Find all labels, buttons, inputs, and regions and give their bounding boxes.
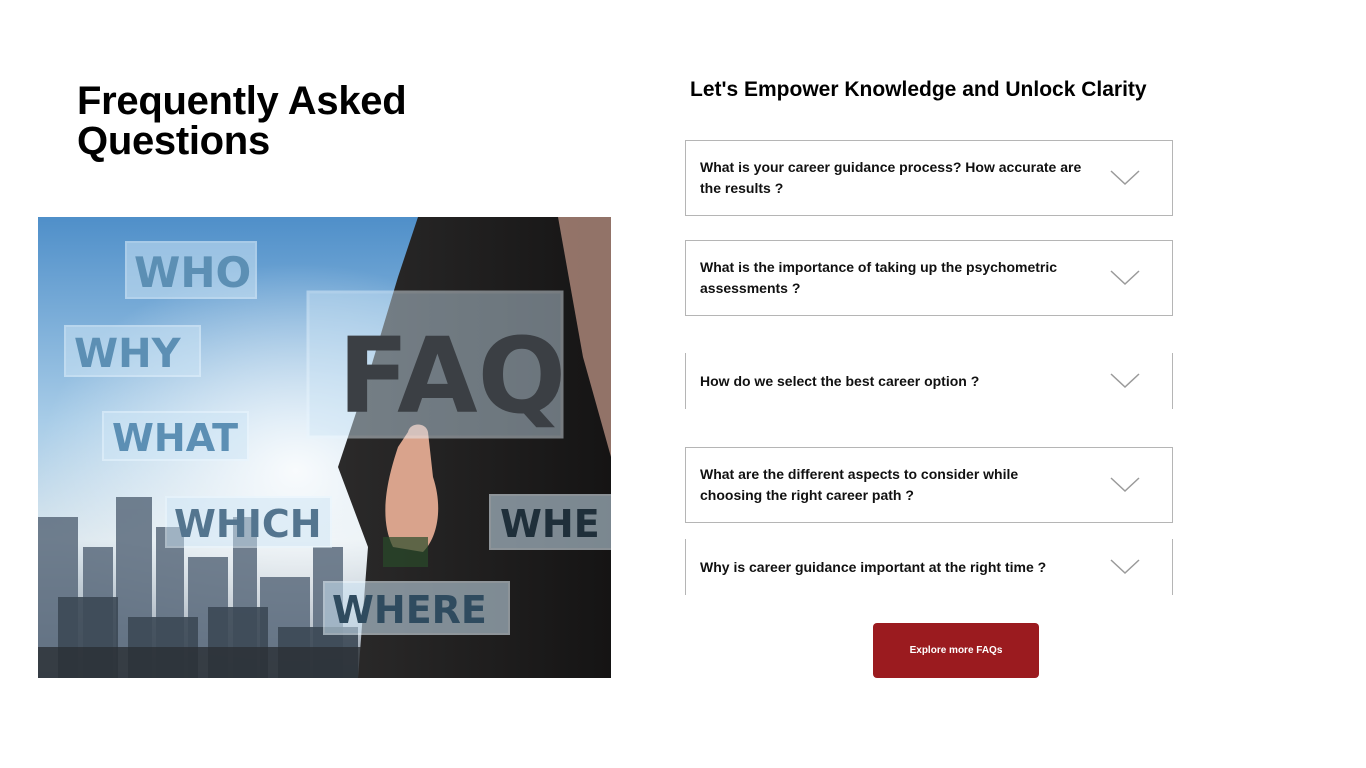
word-where: WHERE [332,588,487,632]
chevron-down-icon[interactable] [1110,372,1140,390]
word-faq: FAQ [338,315,566,437]
faq-item-3[interactable]: How do we select the best career option … [685,353,1173,409]
word-who: WHO [134,248,251,297]
faq-item-1[interactable]: What is your career guidance process? Ho… [685,140,1173,216]
faq-question: Why is career guidance important at the … [700,558,1047,575]
faq-question: What are the different aspects to consid… [700,466,1019,503]
faq-question: What is the importance of taking up the … [700,259,1058,296]
faq-item-2[interactable]: What is the importance of taking up the … [685,240,1173,316]
chevron-down-icon[interactable] [1110,269,1140,287]
faq-item-5[interactable]: Why is career guidance important at the … [685,539,1173,595]
chevron-down-icon[interactable] [1110,558,1140,576]
word-which: WHICH [174,502,322,546]
section-subtitle: Let's Empower Knowledge and Unlock Clari… [690,78,1147,101]
page-title: Frequently Asked Questions [77,79,407,163]
explore-more-faqs-button[interactable]: Explore more FAQs [873,623,1039,678]
word-why: WHY [74,331,182,377]
faq-question: What is your career guidance process? Ho… [700,159,1082,196]
word-what: WHAT [112,416,238,460]
chevron-down-icon[interactable] [1110,169,1140,187]
faq-item-4[interactable]: What are the different aspects to consid… [685,447,1173,523]
faq-question: How do we select the best career option … [700,372,980,389]
faq-hero-image: WHO WHY WHAT WHICH WHERE WHE FAQ [38,217,611,678]
word-when: WHE [500,502,600,546]
chevron-down-icon[interactable] [1110,476,1140,494]
